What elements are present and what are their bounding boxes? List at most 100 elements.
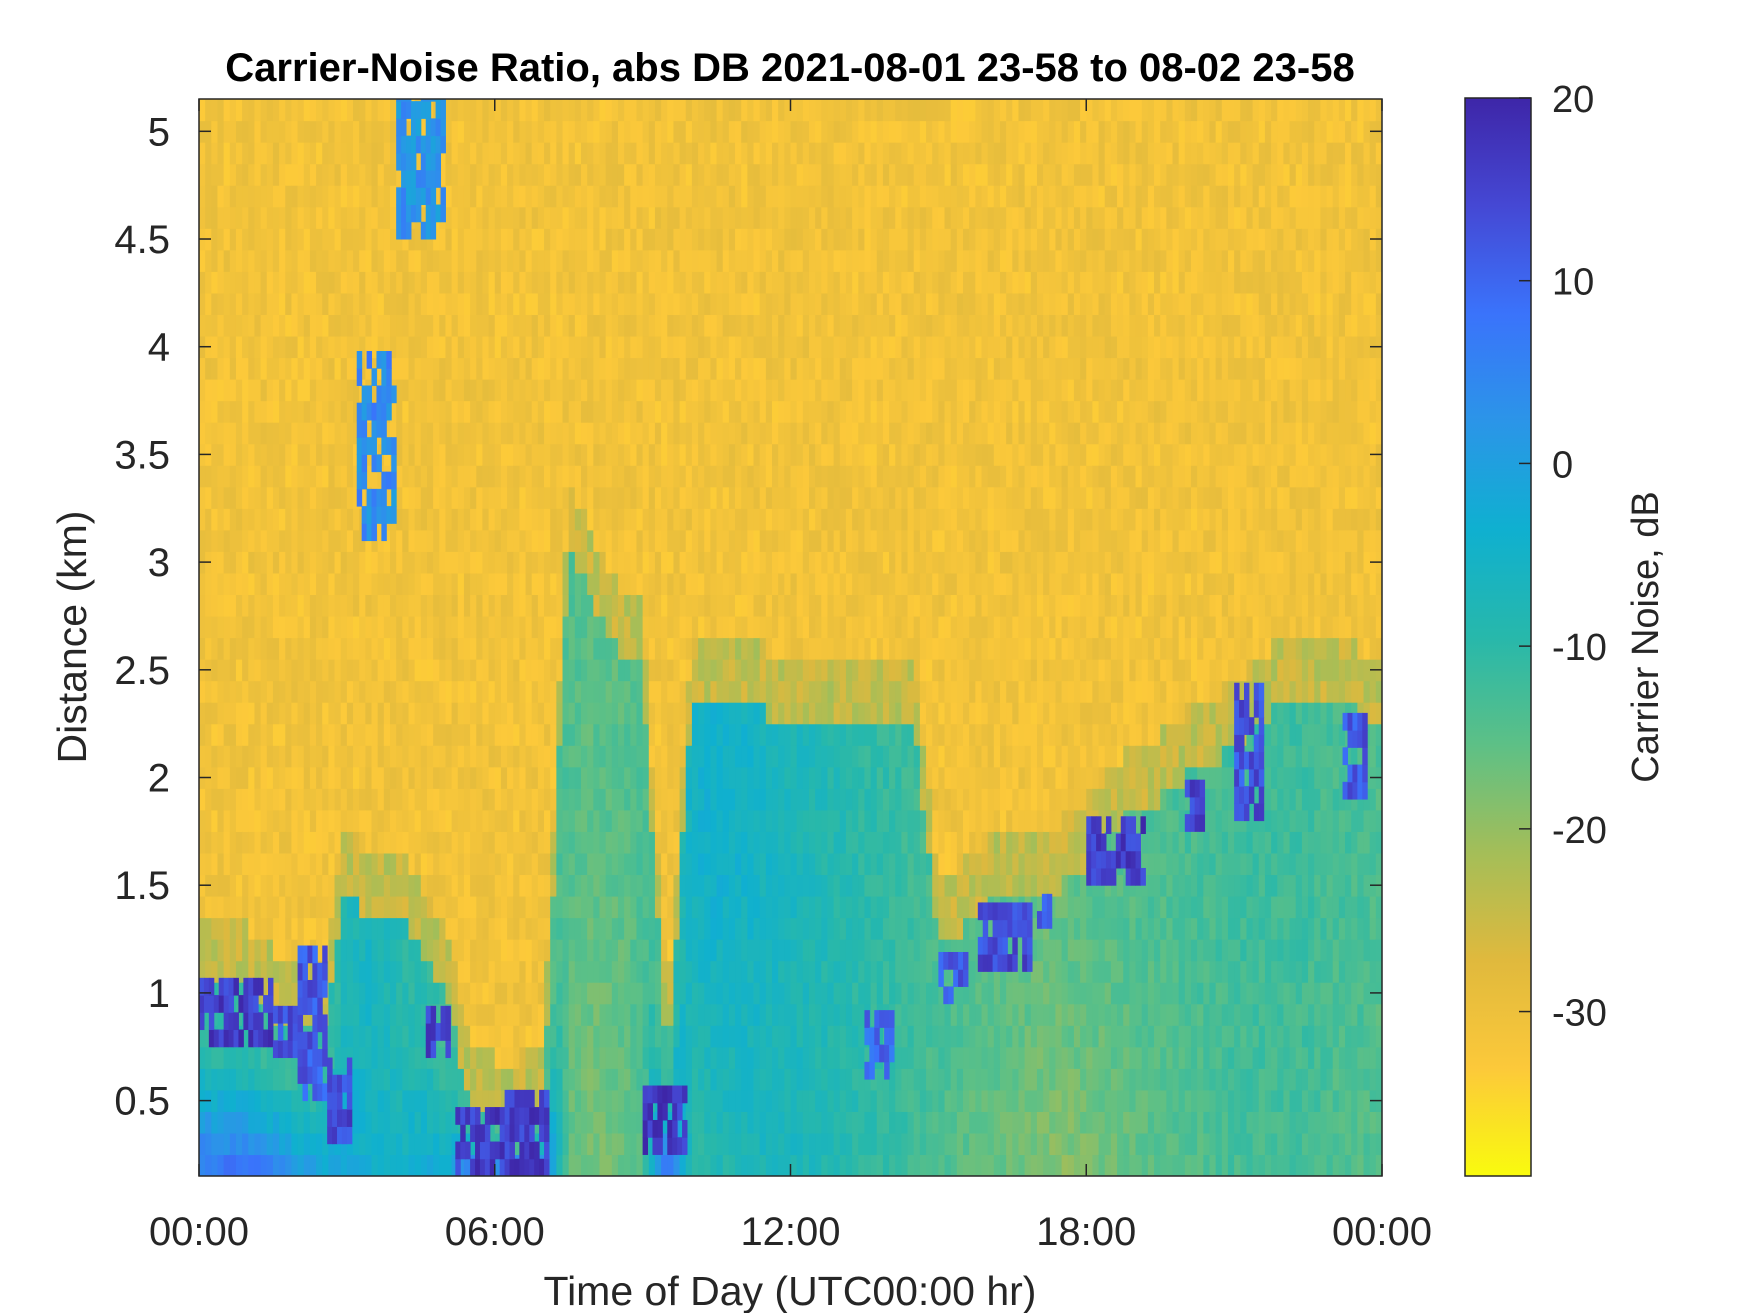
heatmap-cell	[297, 249, 305, 272]
heatmap-cell	[648, 120, 656, 143]
heatmap-cell	[420, 357, 428, 380]
heatmap-cell	[445, 766, 453, 789]
heatmap-cell	[328, 486, 336, 509]
heatmap-cell	[574, 1046, 582, 1069]
heatmap-cell	[691, 163, 699, 186]
heatmap-cell	[451, 1154, 459, 1176]
heatmap-cell	[242, 163, 249, 186]
heatmap-cell	[266, 594, 274, 617]
heatmap-cell	[544, 1003, 551, 1026]
heatmap-cell	[581, 271, 588, 294]
heatmap-cell	[525, 874, 533, 897]
heatmap-cell	[550, 379, 557, 402]
heatmap-cell	[605, 895, 613, 919]
heatmap-cell	[359, 551, 366, 574]
heatmap-cell	[242, 615, 249, 639]
heatmap-cell	[685, 766, 693, 789]
heatmap-cell	[346, 745, 354, 768]
heatmap-cell	[390, 120, 397, 143]
heatmap-cell	[661, 400, 668, 423]
heatmap-cell	[685, 680, 693, 703]
heatmap-cell	[648, 766, 656, 789]
heatmap-cell	[531, 551, 539, 574]
heatmap-cell	[272, 142, 280, 165]
heatmap-cell	[390, 228, 397, 251]
heatmap-cell	[574, 960, 582, 983]
heatmap-cell	[445, 422, 453, 445]
heatmap-cell	[550, 982, 557, 1005]
heatmap-cell	[254, 572, 262, 596]
heatmap-cell	[242, 1089, 249, 1112]
heatmap-cell	[260, 185, 268, 208]
heatmap-cell	[365, 120, 373, 143]
heatmap-cell	[402, 572, 410, 596]
heatmap-cell	[383, 1132, 391, 1156]
heatmap-cell	[593, 335, 601, 359]
heatmap-cell	[322, 745, 329, 768]
heatmap-cell	[599, 723, 607, 746]
heatmap-cell	[667, 1025, 675, 1048]
heatmap-cell	[500, 142, 508, 165]
heatmap-cell	[772, 680, 779, 703]
heatmap-cell	[630, 249, 638, 272]
heatmap-cell	[433, 788, 440, 811]
heatmap-cell	[217, 142, 225, 165]
heatmap-cell	[229, 271, 237, 294]
heatmap-cell	[433, 917, 440, 940]
heatmap-cell	[383, 1068, 391, 1091]
heatmap-cell	[371, 314, 379, 337]
heatmap-cell	[636, 228, 644, 251]
heatmap-cell	[229, 508, 237, 531]
heatmap-cell	[654, 314, 662, 337]
heatmap-cell	[482, 831, 490, 854]
heatmap-cell	[722, 788, 730, 811]
heatmap-cell	[685, 939, 693, 962]
heatmap-cell	[759, 357, 767, 380]
heatmap-cell	[507, 551, 514, 574]
heatmap-cell	[463, 1003, 471, 1026]
heatmap-cell	[630, 939, 638, 962]
heatmap-cell	[587, 1154, 594, 1176]
heatmap-cell	[199, 1132, 206, 1156]
heatmap-cell	[574, 142, 582, 165]
heatmap-cell	[390, 917, 397, 940]
heatmap-cell	[648, 1132, 656, 1156]
heatmap-cell	[698, 142, 705, 165]
heatmap-cell	[661, 120, 668, 143]
heatmap-cell	[630, 529, 638, 552]
heatmap-cell	[235, 895, 243, 919]
heatmap-cell	[235, 228, 243, 251]
heatmap-cell	[242, 551, 249, 574]
heatmap-cell	[402, 960, 410, 983]
heatmap-cell	[328, 508, 336, 531]
heatmap-cell	[673, 99, 681, 122]
heatmap-cell	[765, 1025, 773, 1048]
heatmap-cell	[451, 1046, 459, 1069]
heatmap-cell	[519, 831, 527, 854]
heatmap-cell	[636, 206, 644, 229]
heatmap-cell	[334, 1154, 342, 1176]
heatmap-cell	[599, 163, 607, 186]
heatmap-cell	[574, 249, 582, 272]
heatmap-cell	[365, 852, 373, 876]
heatmap-cell	[383, 982, 391, 1005]
heatmap-cell	[648, 249, 656, 272]
heatmap-cell	[716, 314, 724, 337]
heatmap-cell	[624, 1025, 631, 1048]
heatmap-cell	[519, 163, 527, 186]
heatmap-cell	[624, 852, 631, 876]
heatmap-cell	[223, 465, 231, 488]
heatmap-cell	[673, 379, 681, 402]
heatmap-cell	[716, 1132, 724, 1156]
heatmap-cell	[605, 422, 613, 445]
heatmap-cell	[593, 895, 601, 919]
heatmap-cell	[285, 508, 293, 531]
heatmap-cell	[211, 594, 219, 617]
heatmap-cell	[420, 766, 428, 789]
heatmap-cell	[661, 960, 668, 983]
heatmap-cell	[359, 206, 366, 229]
heatmap-cell	[402, 357, 410, 380]
heatmap-cell	[457, 637, 465, 660]
heatmap-cell	[205, 508, 212, 531]
heatmap-cell	[488, 465, 496, 488]
